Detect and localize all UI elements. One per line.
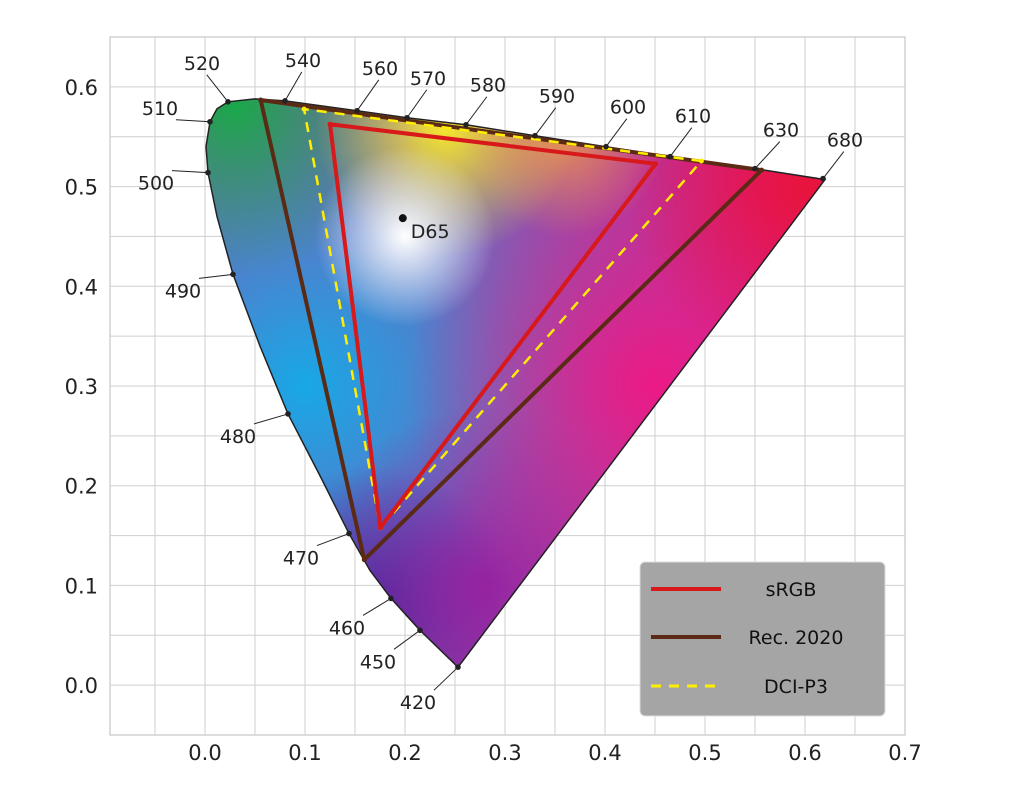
- wavelength-label-510: 510: [142, 98, 178, 120]
- wavelength-label-490: 490: [165, 280, 201, 302]
- wavelength-leader: [406, 89, 428, 119]
- wavelength-marker: [417, 627, 423, 634]
- wavelength-leader: [362, 597, 392, 616]
- y-tick-label: 0.1: [65, 574, 98, 598]
- gamut-vertex: [258, 97, 264, 103]
- wavelength-leader: [754, 141, 781, 169]
- wavelength-label-580: 580: [470, 75, 506, 97]
- wavelength-marker: [667, 153, 673, 160]
- y-tick-label: 0.4: [65, 275, 98, 299]
- wavelength-leader: [465, 96, 488, 126]
- y-tick-label: 0.3: [65, 375, 98, 399]
- legend: sRGB Rec. 2020 DCI-P3: [639, 561, 886, 717]
- gamut-dci-p3: [302, 107, 703, 529]
- x-tick-label: 0.1: [288, 741, 321, 765]
- y-tick-label: 0.6: [65, 76, 98, 100]
- gamut-vertex: [327, 121, 333, 127]
- wavelength-label-560: 560: [362, 58, 398, 80]
- white-point-label: D65: [411, 221, 450, 243]
- legend-box: [639, 561, 886, 717]
- wavelength-marker: [207, 118, 213, 125]
- wavelength-marker: [404, 114, 410, 121]
- wavelength-label-520: 520: [184, 53, 220, 75]
- wavelength-marker: [225, 99, 231, 105]
- wavelength-label-600: 600: [610, 97, 646, 119]
- wavelength-marker: [388, 595, 394, 602]
- wavelength-label-540: 540: [285, 50, 321, 72]
- wavelength-marker: [346, 530, 352, 537]
- x-tick-label: 0.3: [488, 741, 521, 765]
- wavelength-leader: [253, 413, 289, 425]
- wavelength-leader: [356, 79, 380, 112]
- wavelength-label-450: 450: [360, 651, 396, 673]
- gamut-vertex: [653, 161, 659, 167]
- wavelength-leader: [822, 151, 845, 179]
- y-tick-label: 0.5: [65, 176, 98, 200]
- wavelength-marker: [463, 121, 469, 128]
- wavelength-label-570: 570: [410, 68, 446, 90]
- wavelength-label-610: 610: [675, 106, 711, 128]
- gamut-vertex: [698, 158, 704, 164]
- wavelength-marker: [532, 132, 538, 139]
- gamut-srgb: [328, 122, 658, 530]
- wavelength-label-630: 630: [763, 120, 799, 142]
- y-tick-label: 0.2: [65, 475, 98, 499]
- wavelength-marker: [205, 169, 211, 176]
- wavelength-leader: [534, 107, 557, 137]
- wavelength-leader: [393, 629, 421, 650]
- wavelength-label-470: 470: [283, 548, 319, 570]
- gamut-vertex: [301, 106, 307, 112]
- wavelength-label-590: 590: [539, 86, 575, 108]
- wavelength-label-460: 460: [329, 617, 365, 639]
- wavelength-marker: [455, 664, 461, 670]
- y-tick-label: 0.0: [65, 674, 98, 698]
- wavelength-leader: [206, 74, 229, 103]
- x-tick-label: 0.0: [188, 741, 221, 765]
- gamut-vertex: [361, 557, 367, 563]
- x-tick-label: 0.4: [588, 741, 621, 765]
- axis-ticks: 0.0 0.1 0.2 0.3 0.4 0.5 0.6 0.7 0.0 0.1 0.2 0.3 0.4 0…: [65, 76, 922, 765]
- wavelength-marker: [282, 98, 288, 104]
- wavelength-label-680: 680: [827, 130, 863, 152]
- wavelength-marker: [354, 107, 360, 114]
- gamut-vertex: [377, 525, 383, 531]
- legend-label-srgb: sRGB: [766, 579, 817, 601]
- wavelength-marker: [285, 411, 291, 417]
- wavelength-leader: [198, 273, 234, 279]
- white-point-marker: [398, 214, 407, 223]
- wavelength-leader: [433, 666, 459, 691]
- wavelength-marker: [230, 271, 236, 278]
- x-tick-label: 0.6: [788, 741, 821, 765]
- x-tick-label: 0.2: [388, 741, 421, 765]
- wavelength-marker: [752, 165, 758, 172]
- wavelength-leader: [175, 119, 211, 123]
- wavelength-marker: [820, 175, 826, 182]
- gamut-rec-2020: [258, 98, 764, 562]
- wavelength-marker: [603, 143, 609, 150]
- legend-label-dcip3: DCI-P3: [764, 676, 828, 698]
- wavelength-leader: [171, 170, 209, 174]
- wavelength-label-420: 420: [400, 692, 436, 714]
- wavelength-label-500: 500: [138, 173, 174, 195]
- wavelength-label-480: 480: [220, 426, 256, 448]
- gamut-triangles: D65: [258, 97, 765, 563]
- gamut-vertex: [759, 167, 765, 173]
- x-tick-label: 0.5: [688, 741, 721, 765]
- wavelength-leader: [284, 71, 303, 102]
- wavelength-leader: [669, 127, 693, 157]
- legend-label-rec2020: Rec. 2020: [749, 627, 844, 649]
- x-tick-label: 0.7: [888, 741, 921, 765]
- wavelength-leader: [316, 533, 350, 547]
- wavelength-leader: [605, 118, 628, 147]
